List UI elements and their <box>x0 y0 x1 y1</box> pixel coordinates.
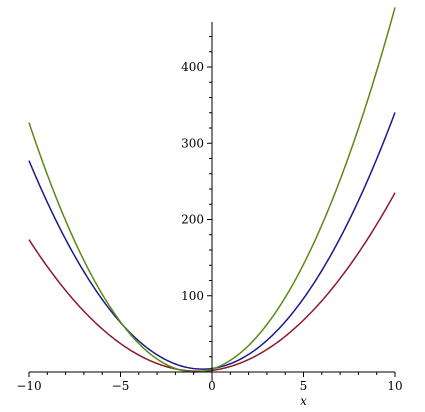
y-tick-label: 100 <box>181 289 204 303</box>
y-tick-label: 400 <box>181 60 204 74</box>
x-tick-label: −5 <box>112 379 130 393</box>
y-tick-label: 300 <box>181 136 204 150</box>
x-tick-label: −10 <box>16 379 41 393</box>
x-tick-label: 5 <box>300 379 308 393</box>
axes: −10 −5 0 5 10 100 200 300 400 <box>16 22 403 393</box>
y-axis-ticks: 100 200 300 400 <box>181 36 212 358</box>
x-tick-label: 0 <box>208 379 216 393</box>
x-axis-label: x <box>300 394 307 408</box>
y-tick-label: 200 <box>181 213 204 227</box>
x-tick-label: 10 <box>387 379 402 393</box>
x-axis-ticks: −10 −5 0 5 10 <box>16 372 403 393</box>
